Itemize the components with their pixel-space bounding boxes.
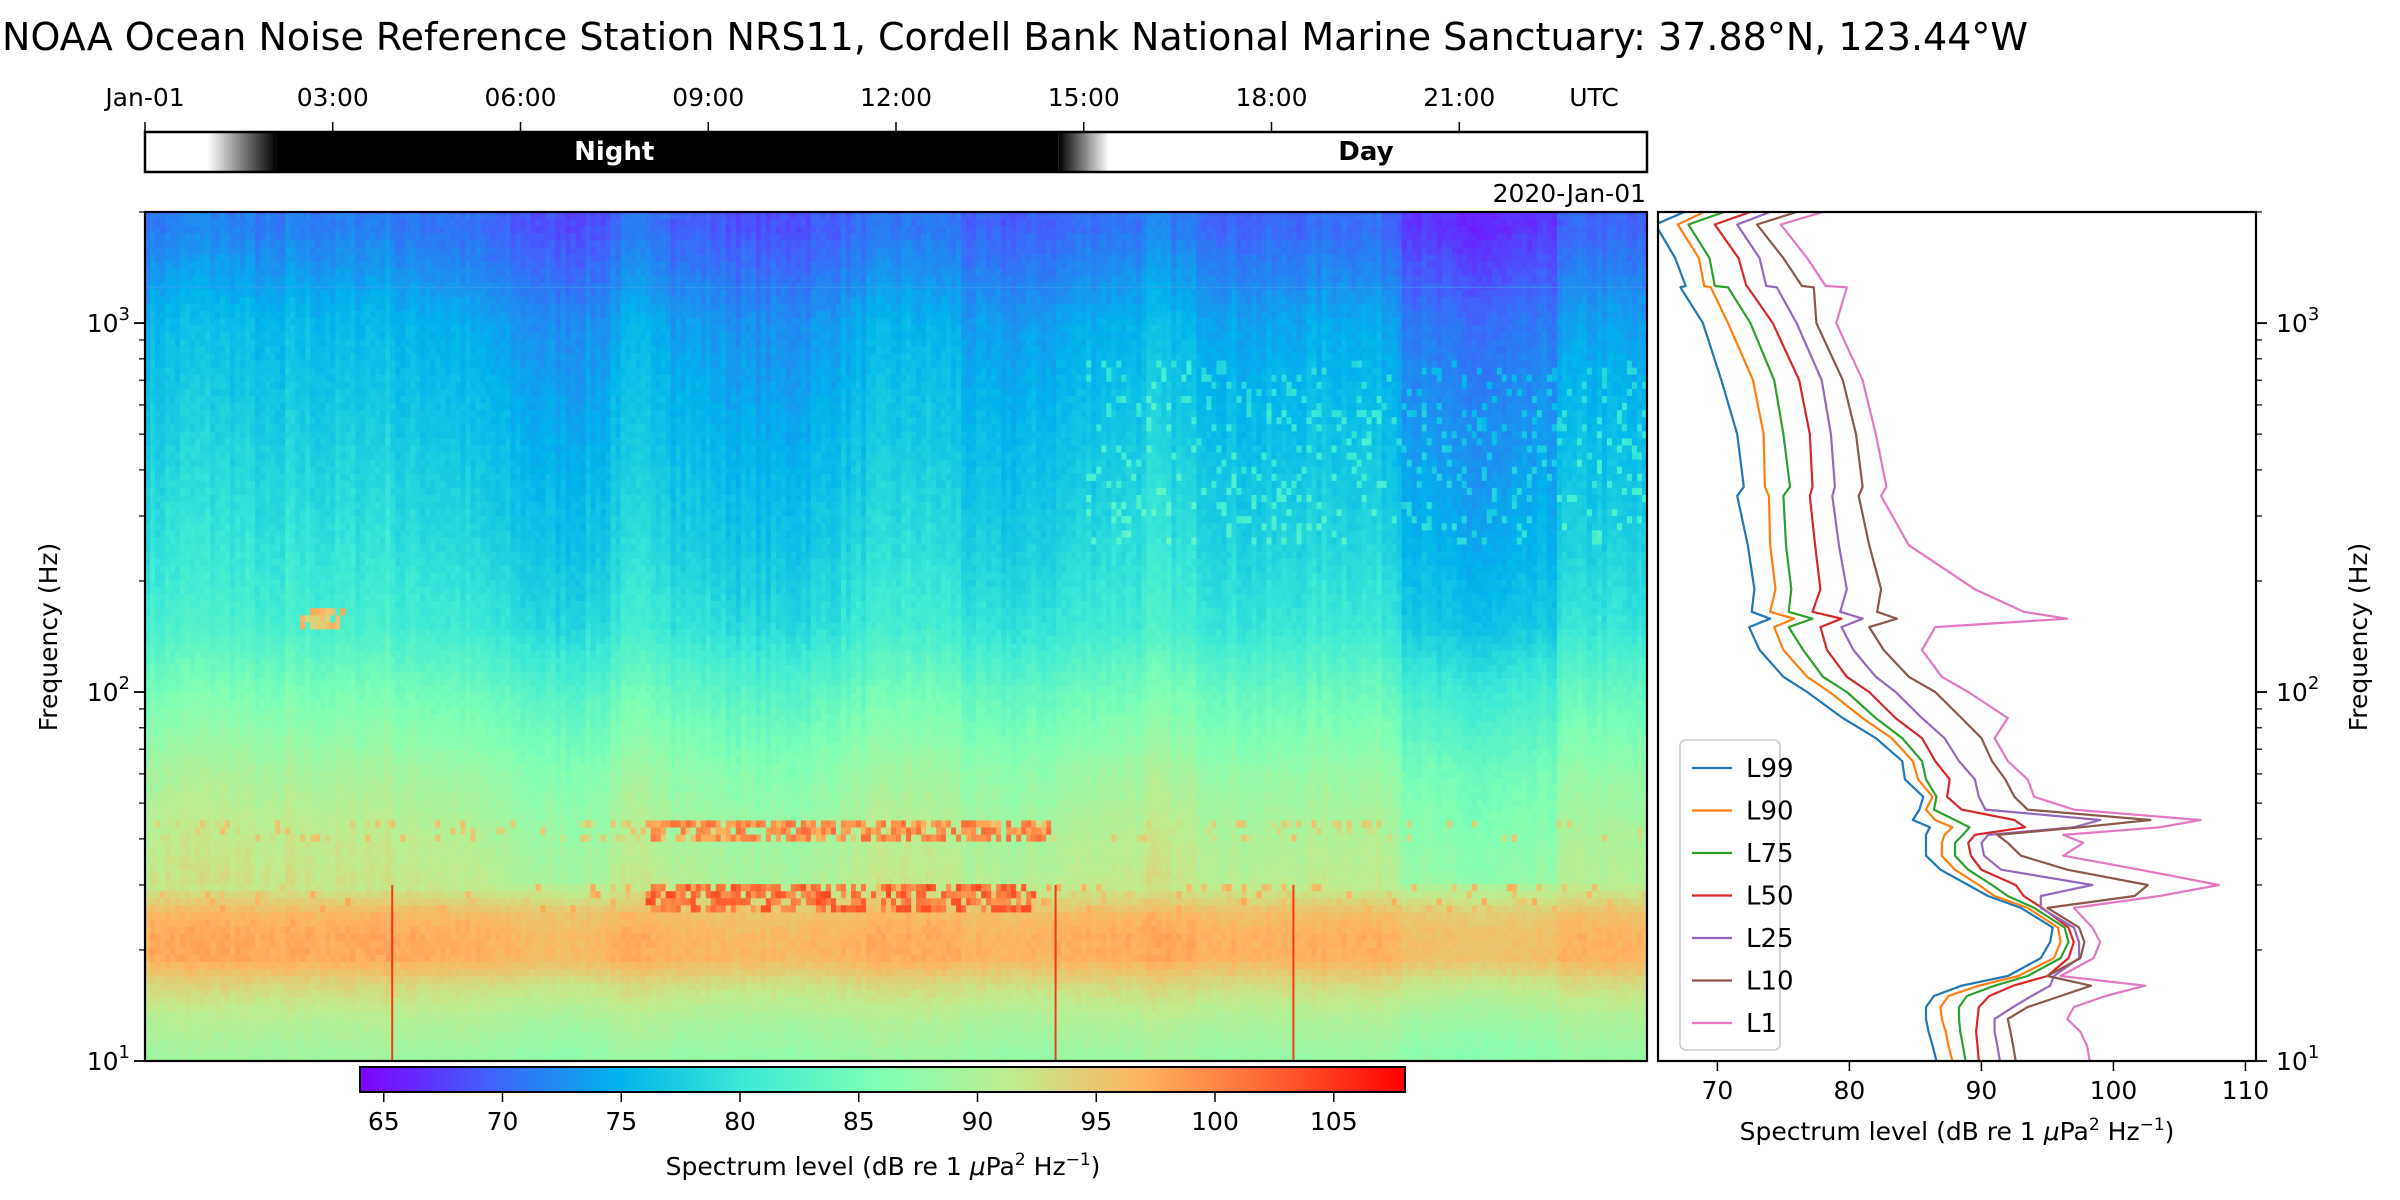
spectrogram-y-label: Frequency (Hz) <box>34 543 63 732</box>
colorbar-tick-label: 70 <box>487 1107 519 1136</box>
profile-x-label: Spectrum level (dB re 1 μPa2 Hz−1) <box>1740 1115 2175 1146</box>
time-tick-label: 18:00 <box>1235 83 1307 112</box>
time-tick-label: 15:00 <box>1048 83 1120 112</box>
day-label: Day <box>1338 137 1393 167</box>
series-line-l25 <box>1736 212 2102 1061</box>
time-tick-label: 03:00 <box>297 83 369 112</box>
profile-x-axis: 70 80 90 100 110 <box>1701 1061 2269 1105</box>
profile-x-label-mu: μ <box>2043 1117 2060 1146</box>
frequency-tick-label: 102 <box>2276 673 2319 707</box>
time-axis: Jan-01 03:00 06:00 09:00 12:00 15:00 18:00 21:0… <box>103 83 1495 132</box>
time-tick-label: Jan-01 <box>103 83 184 112</box>
legend-label: L10 <box>1746 967 1794 997</box>
series-line-l99 <box>1658 212 2054 1061</box>
profile-x-label-close: ) <box>2165 1117 2175 1146</box>
frequency-tick-label: 102 <box>87 673 130 707</box>
time-tick-label: 12:00 <box>860 83 932 112</box>
profile-x-label-hz: Hz <box>2100 1117 2140 1146</box>
frequency-tick-label: 103 <box>87 304 130 338</box>
profile-x-label-main: Spectrum level (dB re 1 <box>1740 1117 2044 1146</box>
legend-label: L1 <box>1746 1009 1777 1039</box>
x-tick-label: 80 <box>1834 1076 1866 1105</box>
spectrogram-y-axis: 101 102 103 <box>87 211 145 1076</box>
profile-y-label: Frequency (Hz) <box>2344 543 2373 732</box>
colorbar-label-pa: Pa <box>986 1152 1015 1181</box>
day-night-bar: Night Day <box>143 130 1649 174</box>
time-tick-label: 06:00 <box>484 83 556 112</box>
legend-label: L25 <box>1746 924 1794 954</box>
legend-label: L90 <box>1746 797 1794 827</box>
profile-y-axis: 101 102 103 <box>2256 211 2319 1076</box>
chart-title: NOAA Ocean Noise Reference Station NRS11… <box>2 15 2028 59</box>
colorbar-label: Spectrum level (dB re 1 μPa2 Hz−1) <box>666 1150 1101 1181</box>
series-line-l75 <box>1687 212 2070 1061</box>
night-label: Night <box>574 137 654 167</box>
colorbar-label-sup2: −1 <box>1066 1150 1091 1170</box>
colorbar-tick-label: 100 <box>1191 1107 1239 1136</box>
colorbar-tick-label: 75 <box>605 1107 637 1136</box>
legend-label: L75 <box>1746 839 1794 869</box>
x-tick-label: 70 <box>1701 1076 1733 1105</box>
legend-label: L50 <box>1746 882 1794 912</box>
legend-label: L99 <box>1746 754 1794 784</box>
colorbar-label-close: ) <box>1091 1152 1101 1181</box>
frequency-tick-label: 103 <box>2276 304 2319 338</box>
colorbar-tick-label: 65 <box>368 1107 400 1136</box>
colorbar-label-sup1: 2 <box>1015 1150 1026 1170</box>
frequency-tick-label: 101 <box>2276 1042 2319 1076</box>
colorbar <box>359 1066 1406 1093</box>
spectrogram-image <box>145 212 1647 1061</box>
x-tick-label: 110 <box>2222 1076 2270 1105</box>
colorbar-label-main: Spectrum level (dB re 1 <box>666 1152 970 1181</box>
profile-x-label-sup2: −1 <box>2140 1115 2165 1135</box>
colorbar-tick-label: 80 <box>724 1107 756 1136</box>
colorbar-tick-label: 85 <box>843 1107 875 1136</box>
twilight-band <box>207 132 277 172</box>
twilight-band <box>1058 132 1109 172</box>
colorbar-label-hz: Hz <box>1026 1152 1066 1181</box>
percentile-lines <box>1658 212 2221 1061</box>
frequency-tick-label: 101 <box>87 1042 130 1076</box>
date-label: 2020-Jan-01 <box>1493 179 1646 208</box>
time-tick-label: 09:00 <box>672 83 744 112</box>
colorbar-tick-label: 90 <box>962 1107 994 1136</box>
spectrogram-frame <box>143 210 1649 1063</box>
profile-x-label-pa: Pa <box>2060 1117 2089 1146</box>
x-tick-label: 100 <box>2090 1076 2138 1105</box>
time-unit-label: UTC <box>1569 83 1619 112</box>
colorbar-tick-label: 105 <box>1310 1107 1358 1136</box>
colorbar-ticks: 65 70 75 80 85 90 95 100 105 <box>368 1092 1358 1136</box>
series-line-l10 <box>1755 212 2152 1061</box>
profile-x-label-sup1: 2 <box>2089 1115 2100 1135</box>
series-line-l90 <box>1676 212 2062 1061</box>
profile-frame <box>1656 210 2258 1063</box>
legend: L99 L90 L75 L50 L25 L10 L1 <box>1679 739 1794 1051</box>
x-tick-label: 90 <box>1966 1076 1998 1105</box>
time-tick-label: 21:00 <box>1423 83 1495 112</box>
colorbar-tick-label: 95 <box>1080 1107 1112 1136</box>
colorbar-label-mu: μ <box>969 1152 986 1181</box>
series-line-l1 <box>1779 212 2221 1061</box>
night-segment <box>276 132 1059 172</box>
